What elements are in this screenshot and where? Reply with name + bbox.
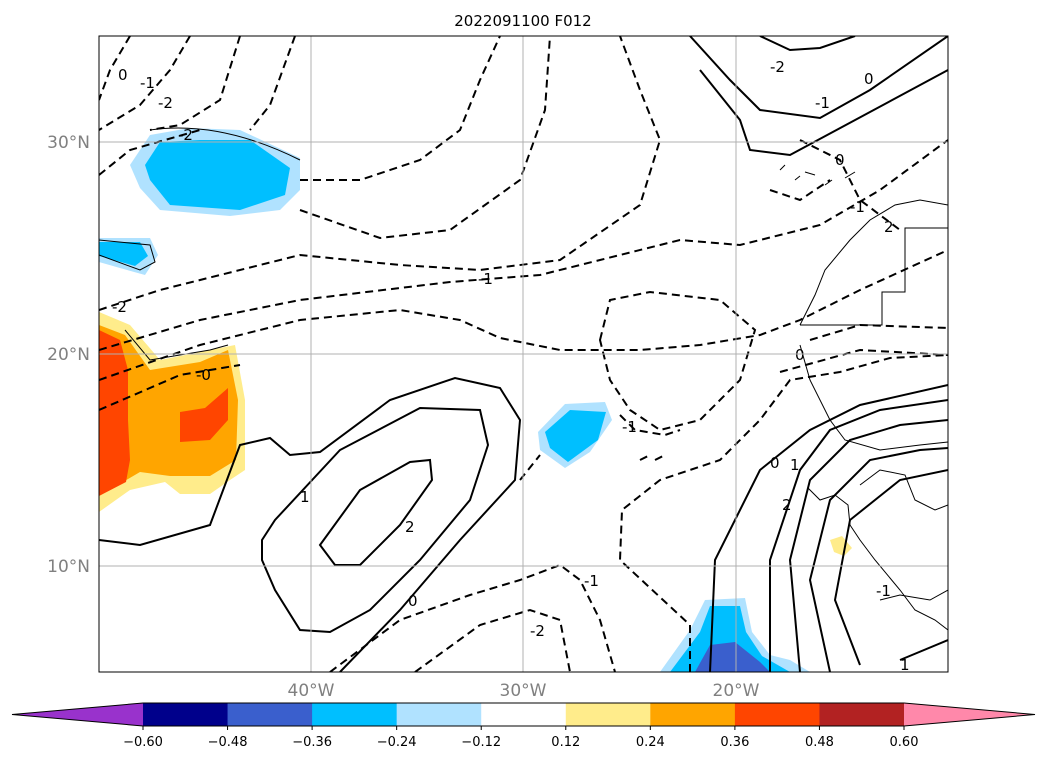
contour-label: 2 — [782, 496, 792, 514]
contour-label: -1 — [140, 74, 155, 92]
colorbar-segment — [227, 703, 313, 726]
colorbar-tick-label: 0.36 — [720, 735, 749, 750]
colorbar-tick-label: 0.60 — [890, 735, 919, 750]
contour-label: -2 — [530, 622, 545, 640]
positive-area-coast — [830, 536, 852, 556]
colorbar-tick-label: 0.12 — [551, 735, 580, 750]
colorbar-tick-label: −0.36 — [292, 735, 332, 750]
coastlines — [99, 127, 948, 631]
contour-label: -1 — [622, 418, 637, 436]
lat-label-20n: 20°N — [47, 345, 90, 365]
lon-label-40w: 40°W — [288, 681, 335, 701]
colorbar-segment — [734, 703, 820, 726]
contour-label: -1 — [815, 94, 830, 112]
positive-area-west-mid — [99, 325, 238, 496]
lat-label-30n: 30°N — [47, 133, 90, 153]
contour-label: 0 — [118, 66, 128, 84]
colorbar-segment — [312, 703, 398, 726]
negative-area-south-core — [670, 606, 790, 672]
contour-label: -2 — [178, 126, 193, 144]
negative-area-central-core — [545, 410, 606, 462]
colorbar-tick-label: 0.48 — [805, 735, 834, 750]
negative-area-west-edge-core — [99, 242, 148, 266]
contour-label: -2 — [158, 94, 173, 112]
colorbar-tick-label: 0.24 — [636, 735, 665, 750]
colorbar-tick-label: −0.60 — [123, 735, 163, 750]
colorbar-under-extension — [12, 703, 143, 726]
contour-label: 0 — [770, 454, 780, 472]
contour-label: -2 — [112, 298, 127, 316]
colorbar: −0.60 −0.48 −0.36 −0.24 −0.12 0.12 0.24 0.36 0.4… — [11, 702, 1036, 750]
colorbar-segment — [650, 703, 736, 726]
colorbar-tick-label: −0.24 — [377, 735, 417, 750]
contours-negative — [99, 36, 948, 672]
latitude-labels: 30°N 20°N 10°N — [47, 133, 90, 577]
colorbar-segment — [396, 703, 482, 726]
colorbar-over-extension — [904, 703, 1035, 726]
contour-label: -0 — [196, 366, 211, 384]
contour-label: -1 — [876, 582, 891, 600]
positive-area-west-core-east — [180, 388, 228, 442]
shaded-anomaly-fields — [99, 128, 852, 672]
contour-label: 0 — [408, 592, 418, 610]
contour-label: 2 — [405, 518, 415, 536]
contour-label: 2 — [884, 218, 894, 236]
contour-label: -1 — [584, 572, 599, 590]
negative-area-northwest-core — [145, 140, 290, 210]
colorbar-segment — [481, 703, 567, 726]
map-frame — [98, 35, 949, 673]
contour-label: 0 — [864, 70, 874, 88]
contour-label: 1 — [300, 488, 310, 506]
contour-label: 1 — [790, 456, 800, 474]
contour-label: -2 — [770, 58, 785, 76]
contour-label: 1 — [900, 656, 910, 674]
contour-label: -1 — [478, 270, 493, 288]
map-title: 2022091100 F012 — [454, 12, 591, 30]
colorbar-segment — [819, 703, 905, 726]
positive-area-west-core — [99, 330, 130, 496]
contour-labels: 0 -1 -2 -2 -1 -2 -0 0 1 2 0 -1 -2 -2 -1 … — [112, 58, 910, 674]
contour-label: -1 — [850, 198, 865, 216]
colorbar-segment — [143, 703, 229, 726]
lon-label-30w: 30°W — [500, 681, 547, 701]
longitude-labels: 40°W 30°W 20°W — [288, 681, 760, 701]
colorbar-tick-label: −0.12 — [461, 735, 501, 750]
contour-label: 0 — [795, 346, 805, 364]
colorbar-tick-label: −0.48 — [208, 735, 248, 750]
lat-label-10n: 10°N — [47, 557, 90, 577]
gridlines — [99, 36, 948, 672]
contour-label: 0 — [835, 151, 845, 169]
contours-positive — [99, 36, 948, 672]
map-panel: 0 -1 -2 -2 -1 -2 -0 0 1 2 0 -1 -2 -2 -1 … — [98, 35, 949, 674]
colorbar-segment — [565, 703, 651, 726]
lon-label-20w: 20°W — [713, 681, 760, 701]
negative-area-south-dark — [695, 642, 770, 672]
